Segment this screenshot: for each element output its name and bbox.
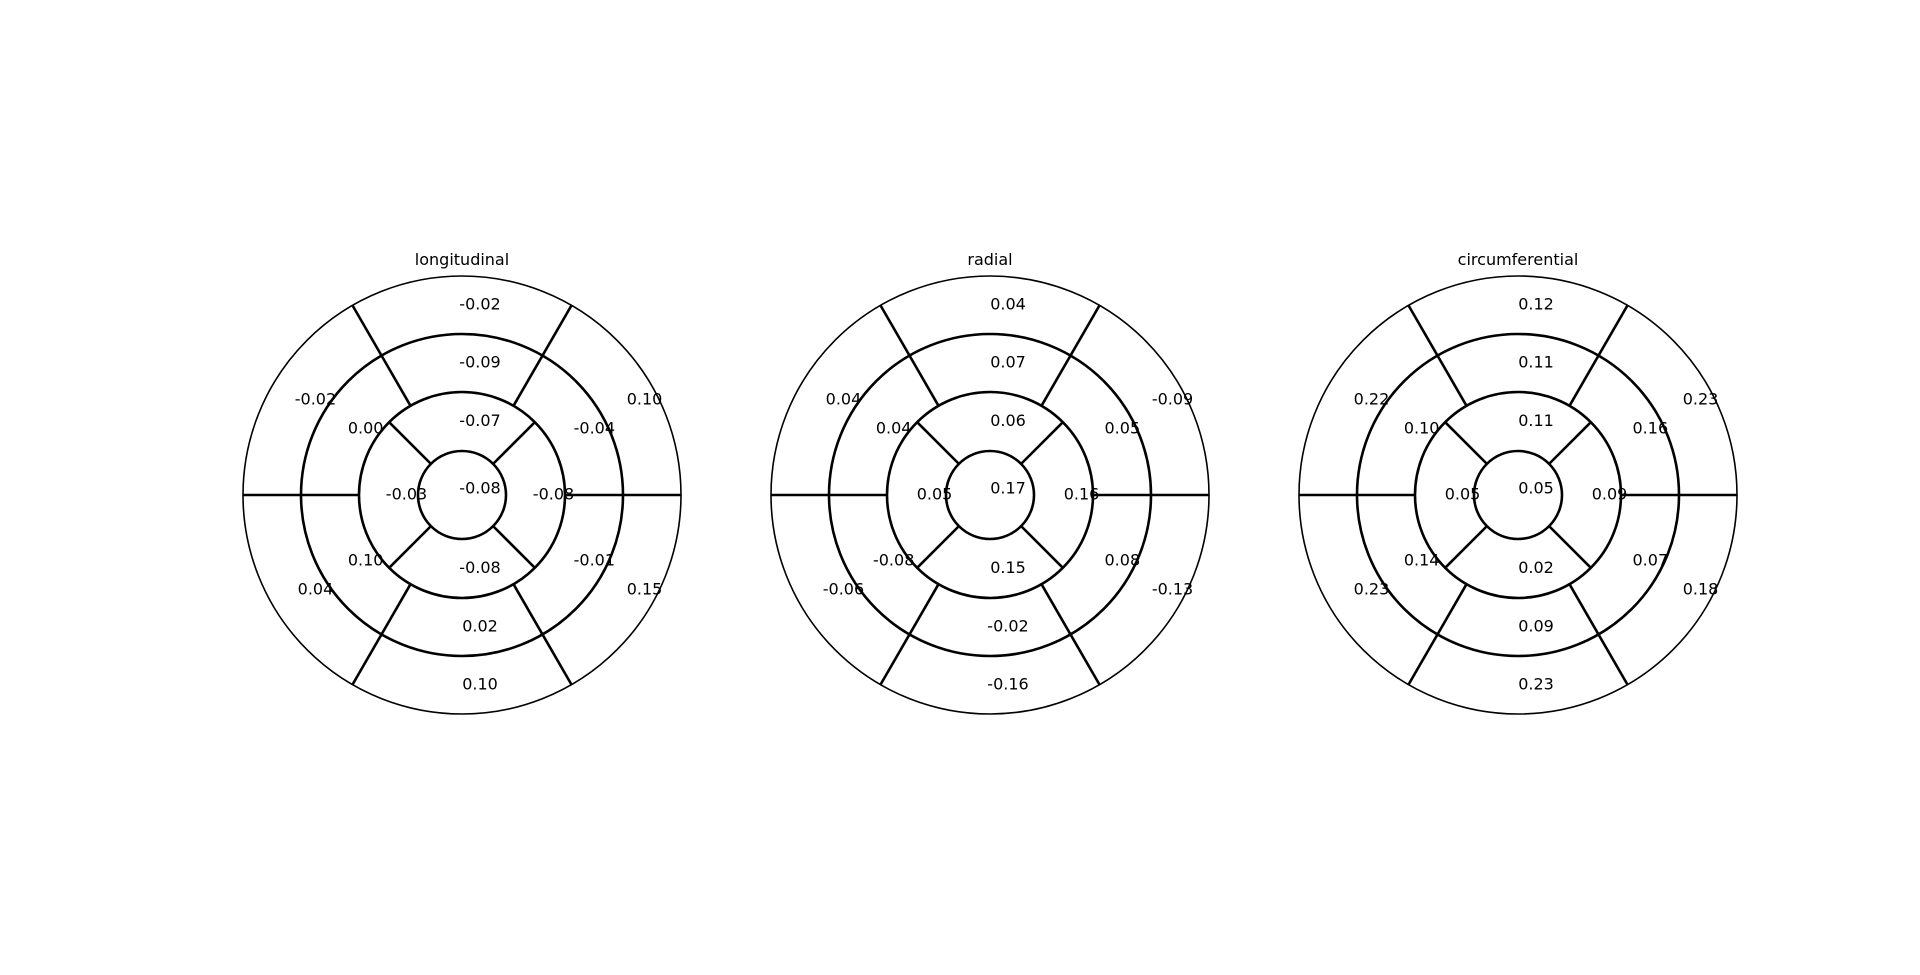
mid-segment-label: 0.05 — [1105, 419, 1141, 438]
basal-segment-label: 0.04 — [990, 295, 1026, 314]
apical-segment-label: 0.06 — [990, 411, 1026, 430]
segment-divider — [1568, 304, 1629, 407]
basal-segment-label: -0.02 — [295, 390, 336, 409]
mid-segment-label: -0.09 — [459, 353, 500, 372]
ring-apex — [1472, 449, 1564, 541]
mid-segment-label: 0.04 — [876, 419, 912, 438]
basal-segment-label: 0.12 — [1518, 295, 1554, 314]
bullseye-chart: longitudinal -0.02 0.10 0.15 0.10 0.04 -0.02 -0… — [242, 250, 682, 715]
segment-divider — [1020, 421, 1064, 465]
mid-segment-label: 0.11 — [1518, 353, 1554, 372]
basal-segment-label: -0.09 — [1152, 390, 1193, 409]
basal-segment-label: 0.15 — [627, 580, 663, 599]
ring-apex — [944, 449, 1036, 541]
mid-segment-label: -0.04 — [574, 419, 615, 438]
basal-segment-label: 0.10 — [462, 675, 498, 694]
mid-segment-label: 0.00 — [348, 419, 384, 438]
apex-segment-label: 0.17 — [990, 479, 1026, 498]
bullseye-chart: radial 0.04 -0.09 -0.13 -0.16 -0.06 0.04 0.07 0.… — [770, 250, 1210, 715]
basal-segment-label: -0.13 — [1152, 580, 1193, 599]
mid-segment-label: 0.09 — [1518, 617, 1554, 636]
basal-segment-label: 0.23 — [1683, 390, 1719, 409]
bullseye-chart: circumferential 0.12 0.23 0.18 0.23 0.23 0.22 0… — [1298, 250, 1738, 715]
basal-segment-label: 0.04 — [826, 390, 862, 409]
basal-segment-label: -0.06 — [823, 580, 864, 599]
segment-divider — [512, 304, 573, 407]
mid-segment-label: 0.10 — [1404, 419, 1440, 438]
segment-divider — [512, 583, 573, 686]
basal-segment-label: 0.23 — [1518, 675, 1554, 694]
segment-divider — [1040, 583, 1101, 686]
chart-title: radial — [967, 250, 1012, 269]
segment-divider — [1444, 421, 1488, 465]
mid-segment-label: -0.08 — [873, 551, 914, 570]
segment-divider — [916, 525, 960, 569]
segment-divider — [492, 421, 536, 465]
segment-divider — [916, 421, 960, 465]
segment-divider — [492, 525, 536, 569]
mid-segment-label: 0.07 — [1633, 551, 1669, 570]
apical-segment-label: 0.02 — [1518, 558, 1554, 577]
mid-segment-label: 0.10 — [348, 551, 384, 570]
apical-segment-label: 0.09 — [1592, 485, 1628, 504]
segment-divider — [1020, 525, 1064, 569]
apical-segment-label: -0.03 — [386, 485, 427, 504]
basal-segment-label: 0.23 — [1354, 580, 1390, 599]
apex-segment-label: -0.08 — [459, 479, 500, 498]
apical-segment-label: -0.07 — [459, 411, 500, 430]
chart-title: longitudinal — [415, 250, 509, 269]
segment-divider — [1407, 304, 1468, 407]
segment-divider — [879, 583, 940, 686]
apical-segment-label: -0.08 — [459, 558, 500, 577]
basal-segment-label: -0.16 — [987, 675, 1028, 694]
basal-segment-label: 0.18 — [1683, 580, 1719, 599]
basal-segment-label: -0.02 — [459, 295, 500, 314]
mid-segment-label: 0.16 — [1633, 419, 1669, 438]
segment-divider — [1548, 525, 1592, 569]
basal-segment-label: 0.04 — [298, 580, 334, 599]
chart-title: circumferential — [1458, 250, 1579, 269]
segment-divider — [1407, 583, 1468, 686]
segment-divider — [879, 304, 940, 407]
segment-divider — [1040, 304, 1101, 407]
mid-segment-label: -0.02 — [987, 617, 1028, 636]
segment-divider — [1568, 583, 1629, 686]
mid-segment-label: 0.08 — [1105, 551, 1141, 570]
apical-segment-label: 0.11 — [1518, 411, 1554, 430]
apical-segment-label: 0.05 — [917, 485, 953, 504]
mid-segment-label: 0.07 — [990, 353, 1026, 372]
basal-segment-label: 0.22 — [1354, 390, 1390, 409]
segment-divider — [388, 525, 432, 569]
segment-divider — [351, 583, 412, 686]
segment-divider — [388, 421, 432, 465]
basal-segment-label: 0.10 — [627, 390, 663, 409]
segment-divider — [351, 304, 412, 407]
apical-segment-label: -0.08 — [533, 485, 574, 504]
mid-segment-label: 0.14 — [1404, 551, 1440, 570]
apical-segment-label: 0.15 — [990, 558, 1026, 577]
mid-segment-label: 0.02 — [462, 617, 498, 636]
segment-divider — [1444, 525, 1488, 569]
apex-segment-label: 0.05 — [1518, 479, 1554, 498]
apical-segment-label: 0.16 — [1064, 485, 1100, 504]
mid-segment-label: -0.01 — [574, 551, 615, 570]
ring-apex — [416, 449, 508, 541]
segment-divider — [1548, 421, 1592, 465]
apical-segment-label: 0.05 — [1445, 485, 1481, 504]
